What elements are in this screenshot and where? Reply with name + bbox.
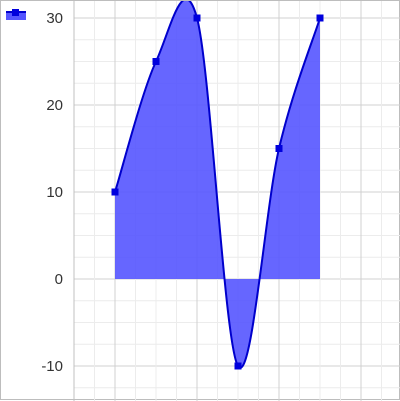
data-point-marker	[234, 362, 242, 370]
data-point-marker	[316, 14, 324, 22]
data-point-marker	[275, 145, 283, 152]
y-tick-label: 30	[46, 10, 63, 27]
area-fill	[115, 1, 320, 368]
y-tick-label: 0	[55, 271, 63, 288]
y-axis: 30 20 10 0 -10	[41, 1, 75, 401]
data-point-marker	[111, 188, 119, 196]
legend-marker	[12, 9, 19, 16]
y-tick-label: -10	[41, 358, 63, 375]
y-tick-label: 10	[46, 184, 63, 201]
legend	[6, 9, 26, 20]
data-point-marker	[152, 58, 160, 65]
y-tick-label: 20	[46, 97, 63, 114]
data-point-marker	[193, 14, 201, 22]
marker-layer	[111, 14, 324, 370]
